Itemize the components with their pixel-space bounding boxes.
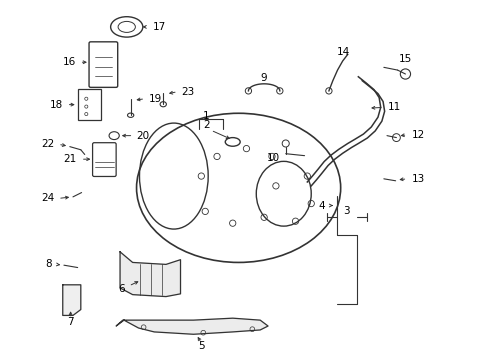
Text: 2: 2: [203, 120, 209, 130]
Text: 1: 1: [203, 111, 209, 121]
Text: 17: 17: [153, 22, 166, 32]
Text: 3: 3: [343, 206, 349, 216]
Text: 4: 4: [318, 201, 325, 211]
Text: 8: 8: [45, 260, 52, 269]
Text: 18: 18: [49, 100, 62, 110]
Text: 21: 21: [63, 154, 77, 164]
Text: 23: 23: [181, 87, 194, 97]
Text: 6: 6: [118, 284, 124, 294]
Polygon shape: [116, 318, 267, 334]
Text: 9: 9: [260, 73, 267, 83]
Text: 19: 19: [148, 94, 161, 104]
Text: 16: 16: [62, 57, 76, 67]
Polygon shape: [62, 285, 81, 315]
Text: 20: 20: [136, 131, 149, 141]
Text: 7: 7: [67, 317, 74, 327]
Text: 10: 10: [266, 153, 279, 163]
Text: 15: 15: [398, 54, 411, 64]
Text: 11: 11: [387, 102, 400, 112]
Text: 14: 14: [337, 47, 350, 57]
Text: 12: 12: [410, 130, 424, 140]
Text: 13: 13: [410, 174, 424, 184]
Text: 5: 5: [198, 341, 204, 351]
Text: 22: 22: [41, 139, 55, 149]
Text: 24: 24: [41, 193, 55, 203]
Polygon shape: [120, 252, 180, 297]
